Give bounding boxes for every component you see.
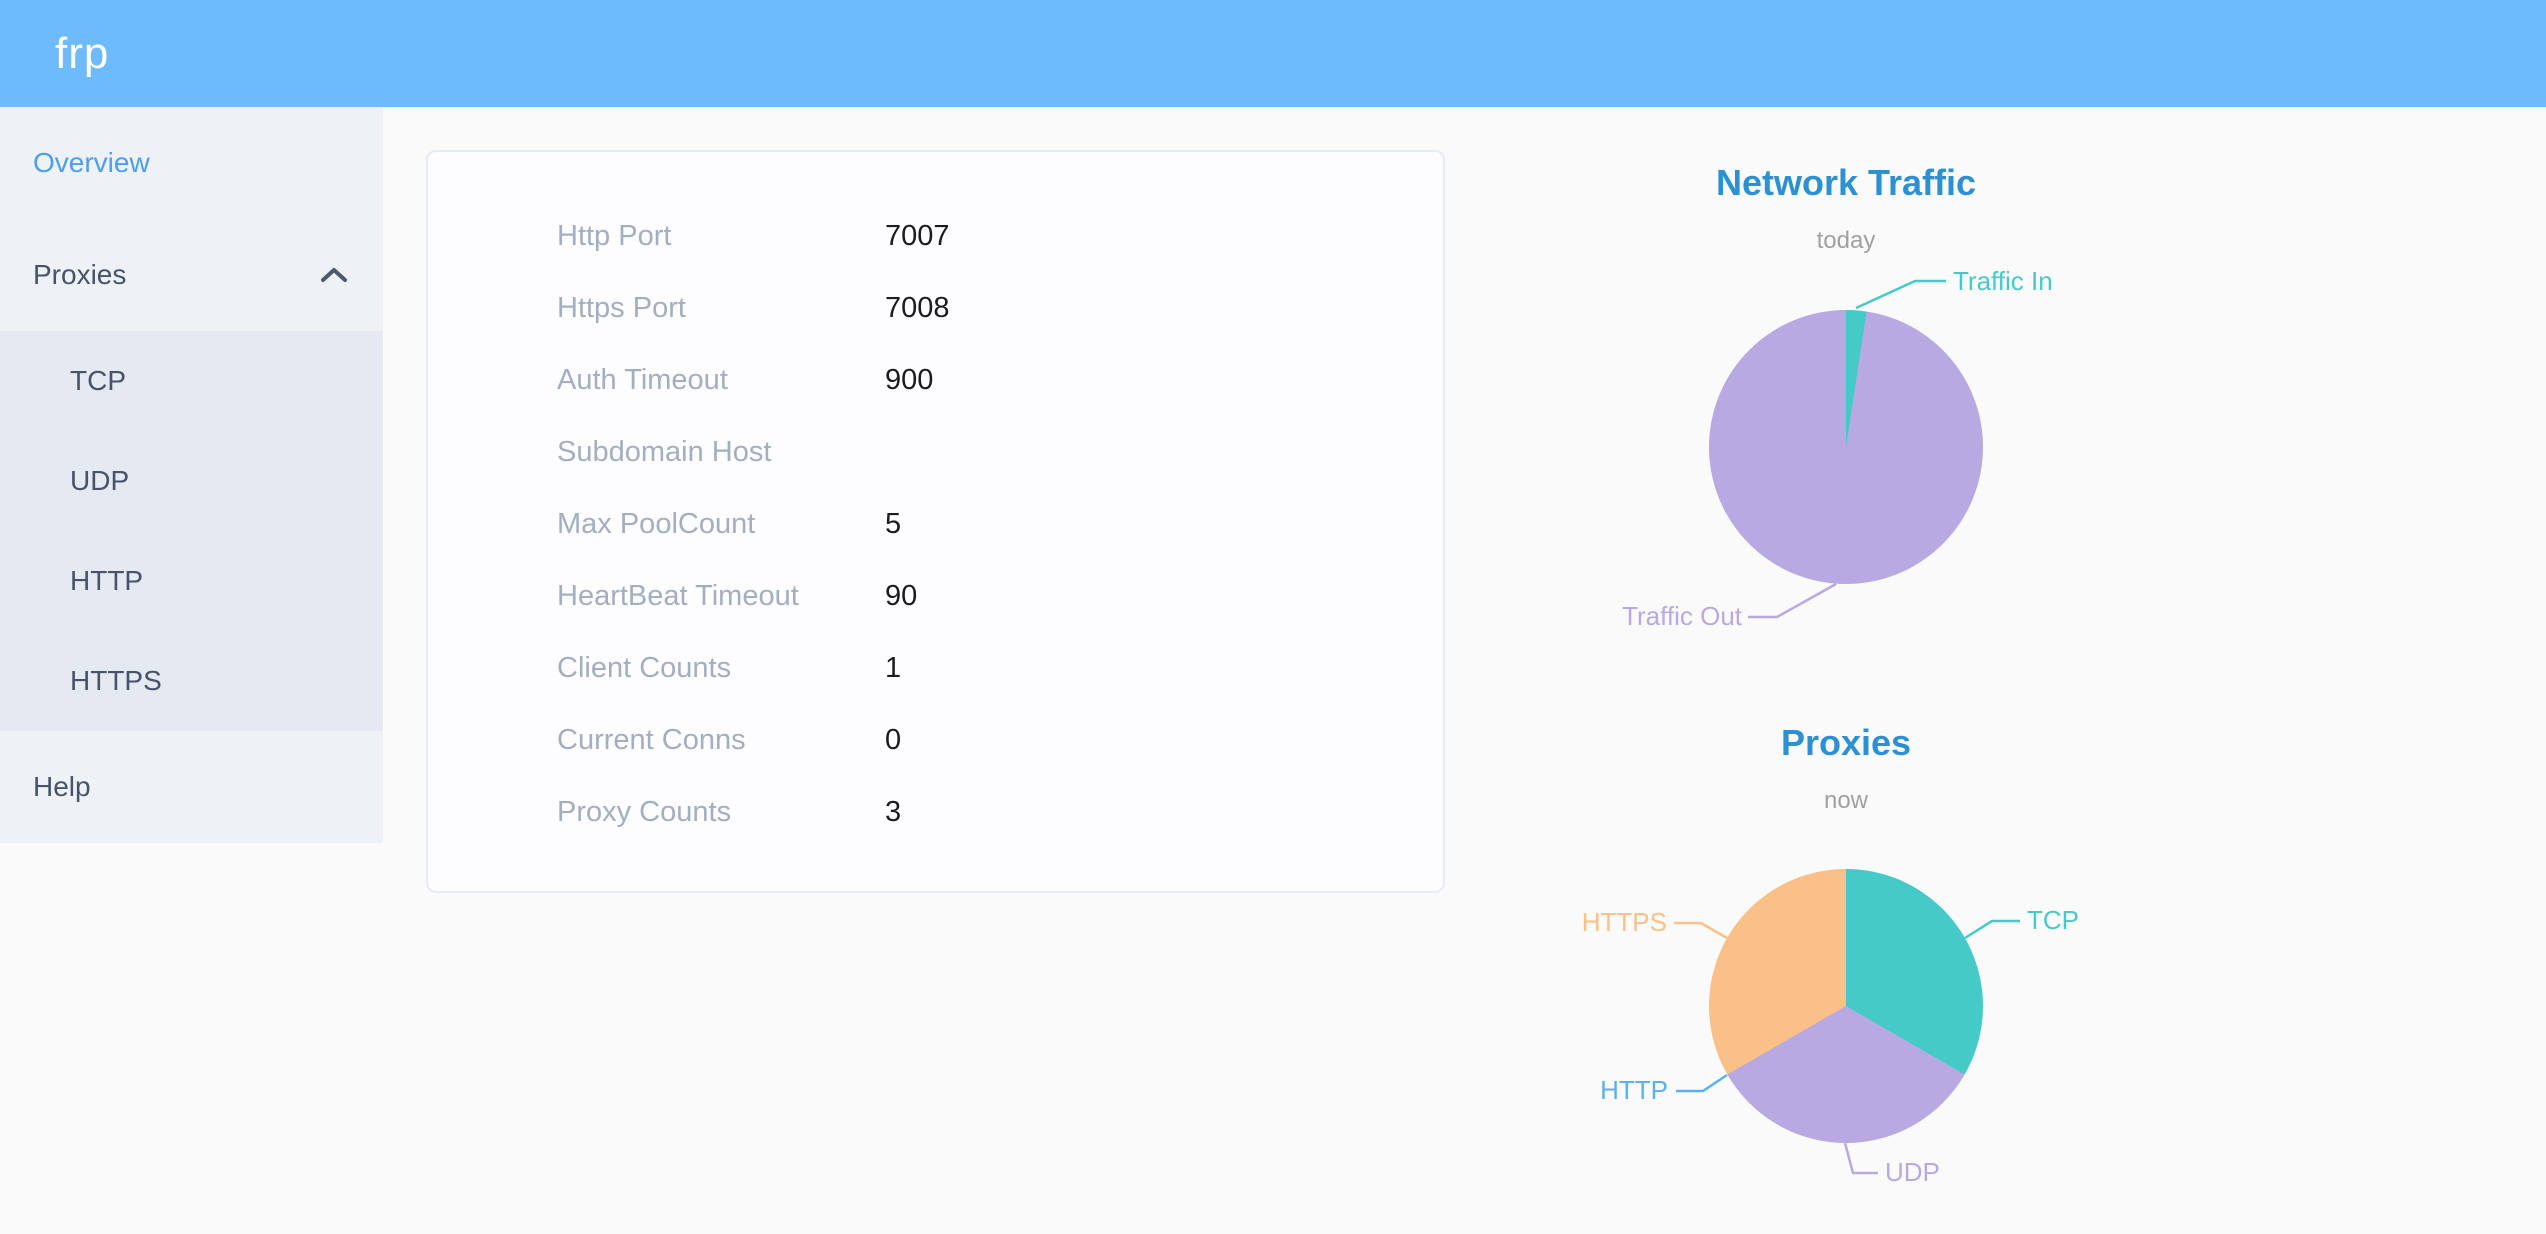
table-row: HeartBeat Timeout 90 [428,560,1443,632]
sidebar-item-label: Proxies [33,259,127,290]
row-label: Current Conns [557,723,746,756]
sidebar-item-label: HTTPS [70,665,162,696]
server-info-card: Http Port 7007 Https Port 7008 Auth Time… [426,150,1445,893]
sidebar-item-label: Overview [33,147,150,178]
sidebar-item-tcp[interactable]: TCP [0,331,383,431]
row-label: Http Port [557,219,672,252]
row-label: HeartBeat Timeout [557,579,799,612]
app-header: frp [0,0,2546,107]
sidebar-item-proxies[interactable]: Proxies [0,219,383,331]
row-label: Proxy Counts [557,795,732,828]
sidebar: Overview Proxies TCP UDP HTTP HTTPS Help [0,107,383,843]
row-value: 90 [885,579,918,612]
udp-slice-label: UDP [1885,1157,1940,1187]
proxies-submenu: TCP UDP HTTP HTTPS [0,331,383,731]
table-row: Http Port 7007 [428,200,1443,272]
table-row: Client Counts 1 [428,632,1443,704]
traffic-out-callout-line [1748,582,1837,619]
row-value: 7007 [885,219,950,252]
table-row: Max PoolCount 5 [428,488,1443,560]
frp-logo: frp [55,28,110,78]
proxies-chart-title: Proxies [1780,722,1912,763]
table-row: Https Port 7008 [428,272,1443,344]
https-callout-line [1674,921,1728,940]
table-row: Proxy Counts 3 [428,776,1443,848]
row-label: Https Port [557,291,686,324]
http-callout-line [1676,1073,1728,1093]
row-value: 7008 [885,291,950,324]
traffic-in-label: Traffic In [1953,266,2053,296]
sidebar-item-overview[interactable]: Overview [0,107,383,219]
http-slice-label: HTTP [1600,1075,1668,1105]
row-value: 0 [885,723,902,756]
network-traffic-subtitle: today [1816,227,1876,254]
sidebar-item-label: HTTP [70,565,144,596]
row-value: 900 [885,363,934,396]
chevron-up-icon [321,268,347,282]
tcp-slice-label: TCP [2027,905,2079,935]
row-label: Auth Timeout [557,363,728,396]
sidebar-item-help[interactable]: Help [0,731,383,843]
traffic-out-label: Traffic Out [1622,601,1742,631]
traffic-in-callout-line [1855,279,1946,310]
proxies-chart-subtitle: now [1823,787,1869,814]
network-traffic-title: Network Traffic [1715,162,1977,203]
table-row: Current Conns 0 [428,704,1443,776]
row-label: Client Counts [557,651,732,684]
proxies-pie[interactable] [1709,869,1983,1143]
sidebar-item-label: UDP [70,465,130,496]
sidebar-item-label: Help [33,771,91,802]
row-value: 5 [885,507,902,540]
sidebar-item-https[interactable]: HTTPS [0,631,383,731]
udp-callout-line [1843,1142,1878,1175]
table-row: Auth Timeout 900 [428,344,1443,416]
https-slice-label: HTTPS [1581,907,1667,937]
sidebar-item-http[interactable]: HTTP [0,531,383,631]
row-value: 3 [885,795,902,828]
row-label: Subdomain Host [557,435,772,468]
network-traffic-pie[interactable] [1709,310,1983,584]
row-label: Max PoolCount [557,507,756,540]
sidebar-item-label: TCP [70,365,126,396]
row-value: 1 [885,651,902,684]
table-row: Subdomain Host [428,416,1443,488]
sidebar-item-udp[interactable]: UDP [0,431,383,531]
tcp-callout-line [1964,919,2020,940]
